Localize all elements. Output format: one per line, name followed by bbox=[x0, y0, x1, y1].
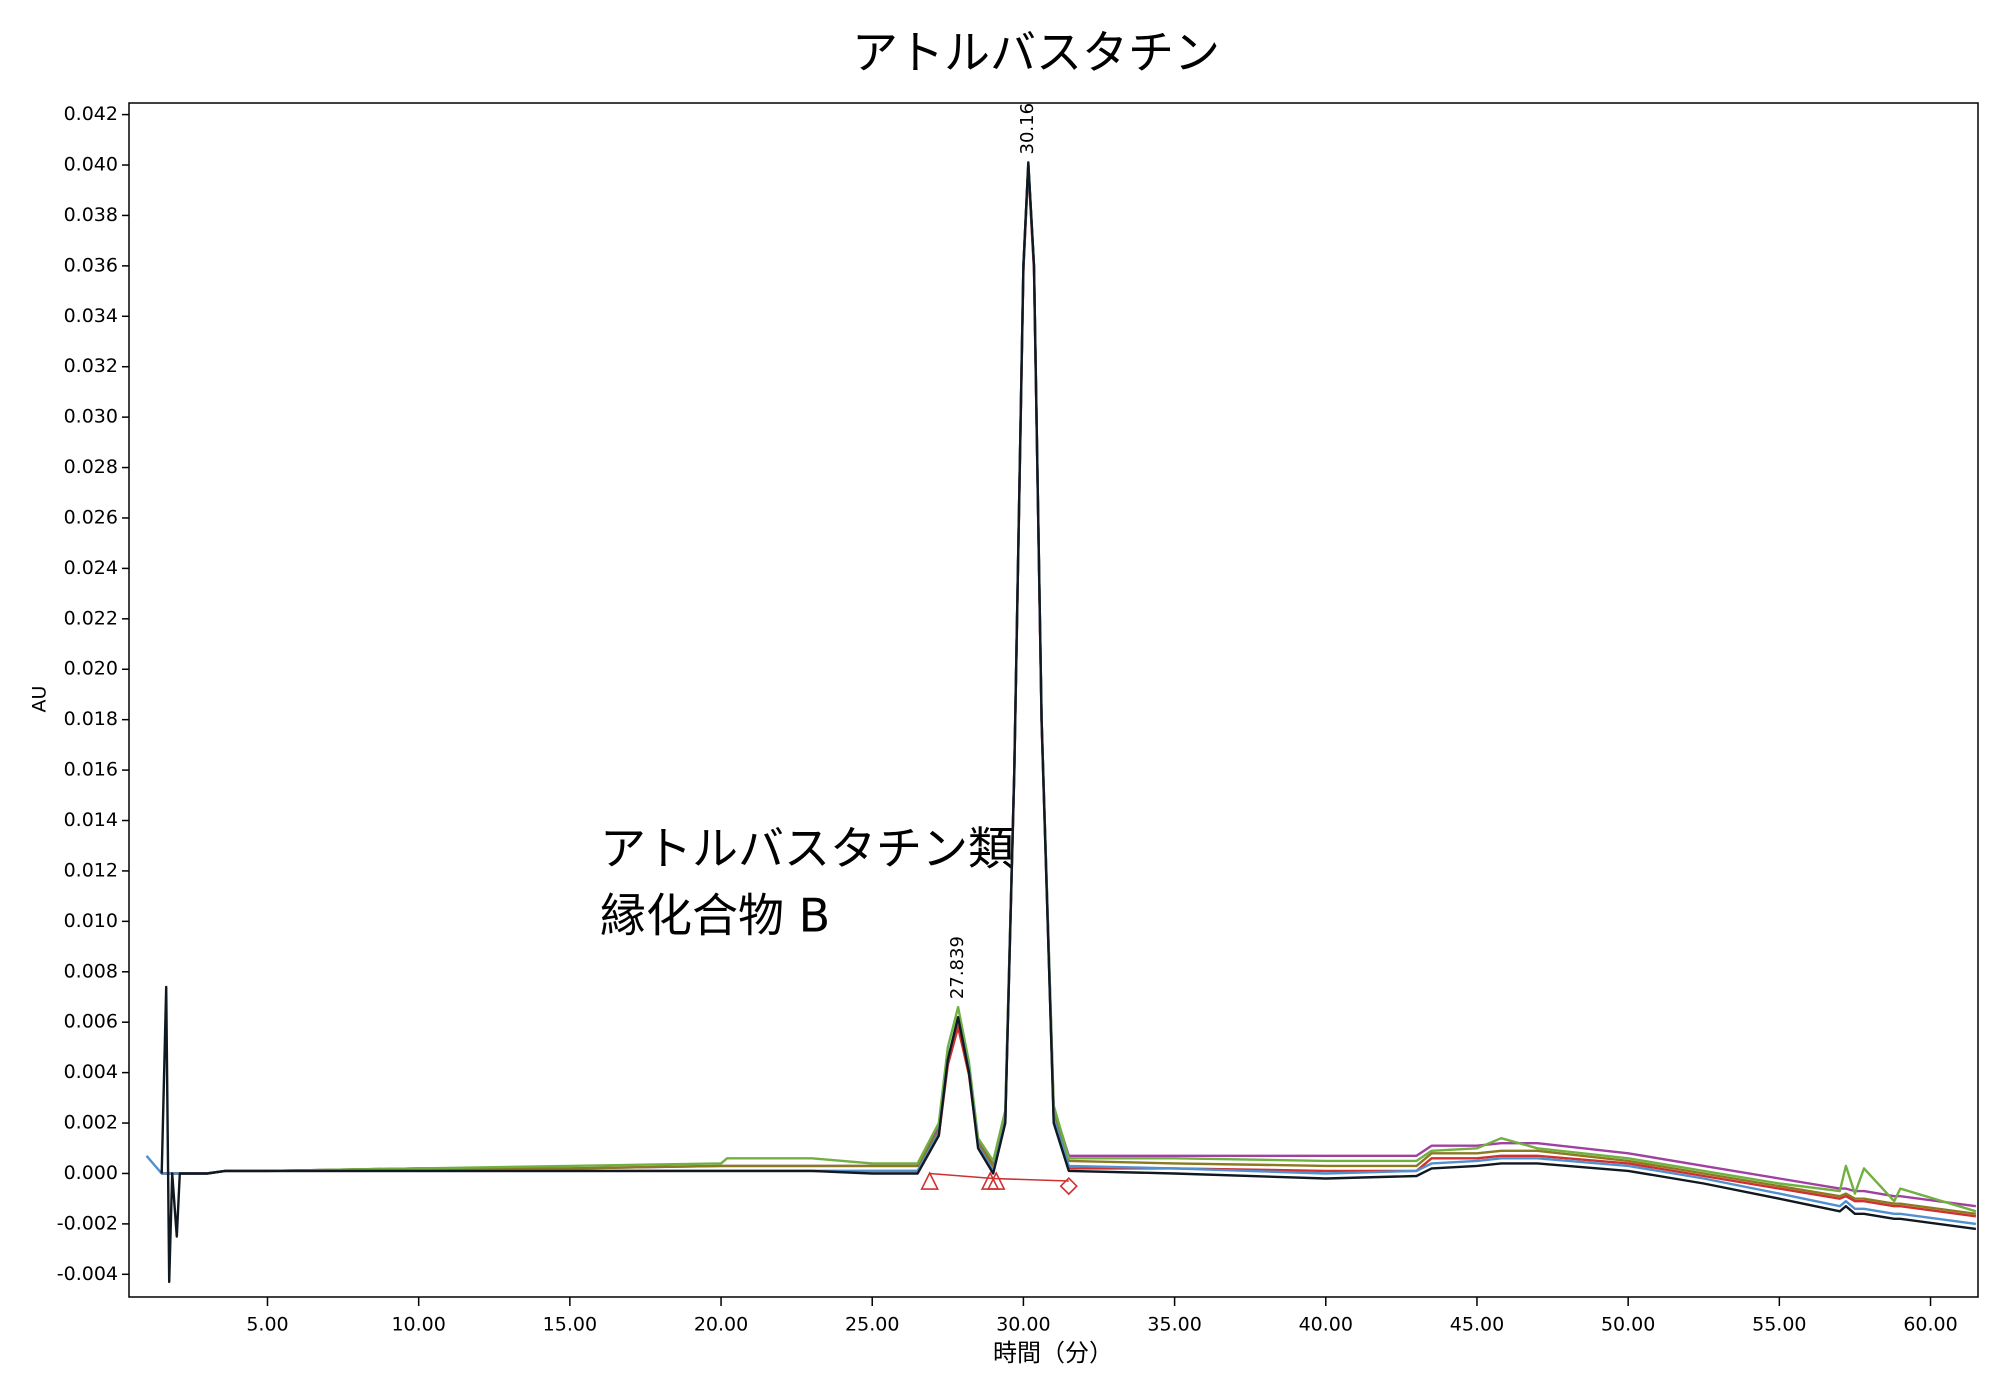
y-tick-label: 0.030 bbox=[64, 406, 118, 428]
y-tick-label: 0.006 bbox=[64, 1011, 118, 1033]
x-tick-label: 60.00 bbox=[1903, 1314, 1957, 1336]
annotation-line: アトルバスタチン類 bbox=[600, 822, 1014, 876]
x-tick-label: 25.00 bbox=[845, 1314, 899, 1336]
plot-frame bbox=[128, 102, 1979, 1298]
x-axis-label: 時間（分） bbox=[993, 1339, 1113, 1367]
y-tick-label: 0.036 bbox=[64, 254, 118, 276]
x-tick-label: 35.00 bbox=[1147, 1314, 1201, 1336]
y-tick-label: 0.040 bbox=[64, 154, 118, 176]
y-tick-label: 0.024 bbox=[64, 557, 118, 579]
y-tick-label: 0.020 bbox=[64, 658, 118, 680]
x-tick-label: 5.00 bbox=[246, 1314, 288, 1336]
y-tick-label: 0.004 bbox=[64, 1061, 118, 1083]
y-tick-label: 0.026 bbox=[64, 506, 118, 528]
y-tick-label: 0.014 bbox=[64, 809, 118, 831]
y-tick-label: 0.008 bbox=[64, 960, 118, 982]
integration-marker bbox=[1059, 1176, 1078, 1196]
peak-label: 30.16 bbox=[1017, 103, 1038, 155]
y-tick-label: 0.038 bbox=[64, 204, 118, 226]
y-tick-label: -0.002 bbox=[57, 1212, 118, 1234]
annotation-line: 縁化合物 B bbox=[600, 889, 830, 943]
trace-line bbox=[145, 163, 1977, 1226]
y-tick-label: 0.002 bbox=[64, 1112, 118, 1134]
y-tick-label: 0.012 bbox=[64, 859, 118, 881]
peak-label: 27.839 bbox=[947, 936, 968, 999]
y-tick-label: 0.028 bbox=[64, 456, 118, 478]
x-tick-label: 40.00 bbox=[1299, 1314, 1353, 1336]
y-tick-label: 0.016 bbox=[64, 759, 118, 781]
y-tick-label: 0.022 bbox=[64, 607, 118, 629]
trace-line bbox=[161, 166, 1977, 1218]
x-tick-label: 45.00 bbox=[1450, 1314, 1504, 1336]
y-tick-label: -0.004 bbox=[57, 1263, 118, 1285]
y-axis-label: AU bbox=[29, 686, 51, 713]
trace-line bbox=[161, 161, 1977, 1213]
y-tick-label: 0.018 bbox=[64, 708, 118, 730]
chart-title: アトルバスタチン bbox=[852, 26, 1220, 80]
x-tick-label: 55.00 bbox=[1752, 1314, 1806, 1336]
integration-marker bbox=[986, 1171, 1006, 1190]
trace-line bbox=[161, 163, 1977, 1208]
y-tick-label: 0.000 bbox=[64, 1162, 118, 1184]
y-tick-label: 0.042 bbox=[64, 103, 118, 125]
x-tick-label: 10.00 bbox=[391, 1314, 445, 1336]
x-tick-label: 30.00 bbox=[996, 1314, 1050, 1336]
y-tick-label: 0.010 bbox=[64, 910, 118, 932]
y-tick-label: 0.032 bbox=[64, 355, 118, 377]
y-tick-label: 0.034 bbox=[64, 305, 118, 327]
x-tick-label: 50.00 bbox=[1601, 1314, 1655, 1336]
trace-line bbox=[160, 161, 1977, 1284]
integration-marker bbox=[920, 1171, 939, 1190]
x-tick-label: 20.00 bbox=[694, 1314, 748, 1336]
x-tick-label: 15.00 bbox=[543, 1314, 597, 1336]
trace-line bbox=[161, 163, 1977, 1215]
